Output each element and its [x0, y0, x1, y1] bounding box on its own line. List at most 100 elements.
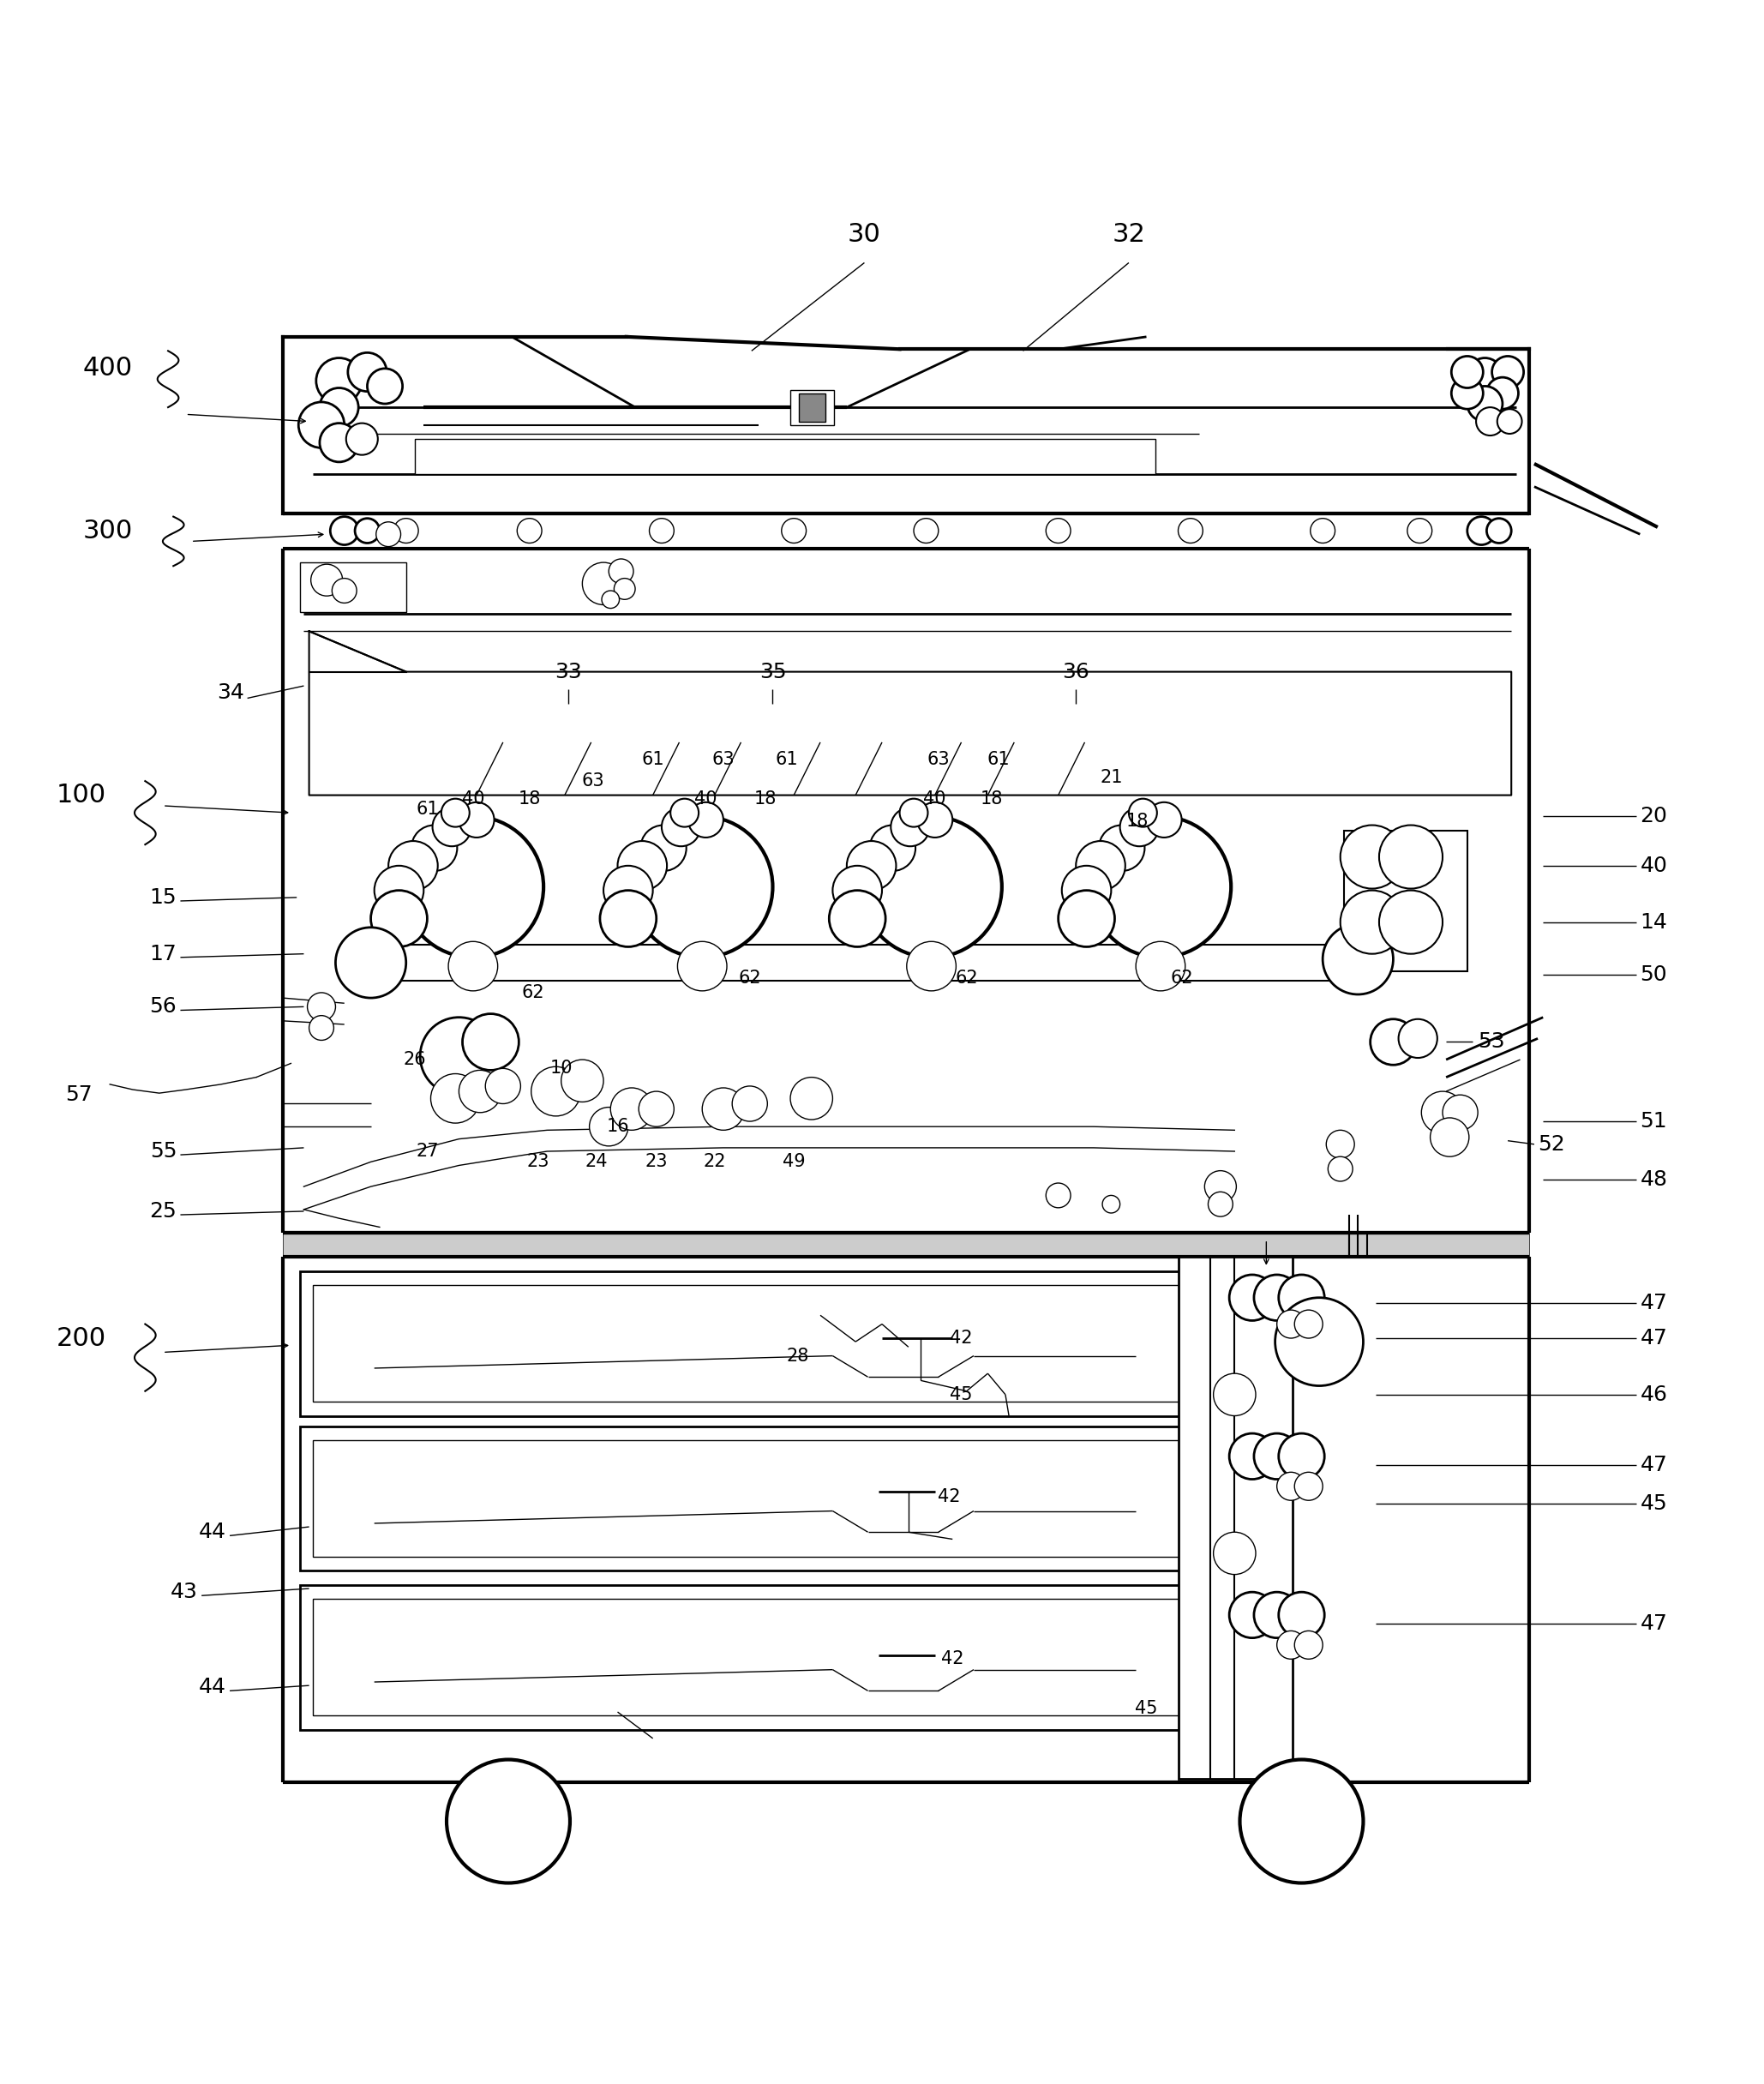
Text: 63: 63	[582, 773, 605, 790]
Text: 63: 63	[713, 752, 736, 769]
Text: 16: 16	[607, 1117, 630, 1136]
Circle shape	[374, 865, 423, 915]
Circle shape	[1468, 517, 1496, 544]
Circle shape	[833, 865, 882, 915]
Circle shape	[1058, 890, 1115, 946]
Circle shape	[1379, 825, 1443, 888]
Bar	[887, 838, 954, 861]
Text: 40: 40	[462, 790, 485, 807]
Circle shape	[1099, 825, 1145, 871]
Circle shape	[1279, 1592, 1325, 1638]
Text: 25: 25	[150, 1200, 176, 1221]
Text: 45: 45	[951, 1386, 972, 1403]
Circle shape	[485, 1069, 520, 1105]
Circle shape	[670, 798, 699, 827]
Text: 18: 18	[755, 790, 776, 807]
Circle shape	[847, 842, 896, 890]
Bar	[429, 838, 496, 861]
Circle shape	[1476, 406, 1505, 436]
Circle shape	[1468, 358, 1503, 394]
Circle shape	[1492, 356, 1524, 388]
Circle shape	[1452, 377, 1484, 408]
Circle shape	[319, 423, 358, 463]
Text: 14: 14	[1641, 913, 1667, 932]
Circle shape	[1408, 519, 1432, 544]
Circle shape	[298, 402, 344, 448]
Text: 55: 55	[150, 1142, 176, 1161]
Circle shape	[1422, 1092, 1464, 1134]
Circle shape	[1295, 1632, 1323, 1659]
Circle shape	[1254, 1434, 1300, 1480]
Circle shape	[610, 1088, 653, 1130]
Circle shape	[907, 942, 956, 990]
Circle shape	[688, 802, 723, 838]
Text: 18: 18	[1125, 813, 1148, 829]
Text: 61: 61	[642, 752, 665, 769]
Circle shape	[1277, 1471, 1305, 1500]
Circle shape	[781, 519, 806, 544]
Circle shape	[1046, 519, 1071, 544]
Circle shape	[677, 942, 727, 990]
Text: 45: 45	[1641, 1494, 1667, 1515]
Circle shape	[370, 890, 427, 946]
Circle shape	[870, 825, 916, 871]
Bar	[312, 1598, 1180, 1715]
Circle shape	[346, 423, 377, 454]
Text: 35: 35	[759, 661, 787, 681]
Circle shape	[1214, 1532, 1256, 1573]
Text: 45: 45	[1134, 1701, 1157, 1717]
Text: 15: 15	[150, 888, 176, 909]
Circle shape	[1399, 1019, 1438, 1059]
Text: 200: 200	[56, 1325, 106, 1350]
Circle shape	[561, 1059, 603, 1102]
Text: 100: 100	[56, 784, 106, 809]
Circle shape	[1328, 1157, 1353, 1182]
Text: 63: 63	[928, 752, 949, 769]
Bar	[300, 1586, 1192, 1730]
Text: 47: 47	[1641, 1455, 1667, 1475]
Text: 44: 44	[199, 1678, 226, 1698]
Circle shape	[348, 352, 386, 392]
Circle shape	[309, 1015, 333, 1040]
Text: 300: 300	[83, 519, 132, 544]
Circle shape	[316, 358, 362, 404]
Bar	[658, 838, 725, 861]
Circle shape	[1046, 1184, 1071, 1209]
Circle shape	[310, 565, 342, 596]
Circle shape	[1230, 1592, 1275, 1638]
Text: 62: 62	[954, 969, 977, 988]
Circle shape	[582, 563, 624, 604]
Circle shape	[861, 817, 1002, 957]
Circle shape	[1277, 1311, 1305, 1338]
Text: 28: 28	[787, 1346, 808, 1365]
Circle shape	[1279, 1434, 1325, 1480]
Circle shape	[614, 579, 635, 600]
Circle shape	[639, 1092, 674, 1127]
Text: 61: 61	[776, 752, 799, 769]
Circle shape	[462, 1013, 519, 1071]
Circle shape	[330, 517, 358, 544]
Circle shape	[307, 992, 335, 1021]
Text: 62: 62	[522, 984, 545, 1000]
Bar	[300, 1271, 1192, 1415]
Text: 26: 26	[404, 1050, 427, 1069]
Circle shape	[1136, 942, 1185, 990]
Circle shape	[1120, 807, 1159, 846]
Text: 49: 49	[783, 1152, 806, 1171]
Text: 48: 48	[1641, 1169, 1667, 1190]
Circle shape	[1371, 1019, 1416, 1065]
Circle shape	[1323, 923, 1394, 994]
Circle shape	[1498, 408, 1522, 433]
Circle shape	[891, 807, 930, 846]
Circle shape	[632, 817, 773, 957]
Text: 34: 34	[217, 684, 243, 702]
Circle shape	[1062, 865, 1111, 915]
Circle shape	[1327, 1130, 1355, 1159]
Text: 62: 62	[1170, 969, 1192, 988]
Text: 30: 30	[848, 223, 880, 246]
Text: 40: 40	[924, 790, 946, 807]
Circle shape	[335, 927, 406, 998]
Circle shape	[402, 817, 543, 957]
Text: 36: 36	[1062, 661, 1090, 681]
Circle shape	[355, 519, 379, 544]
